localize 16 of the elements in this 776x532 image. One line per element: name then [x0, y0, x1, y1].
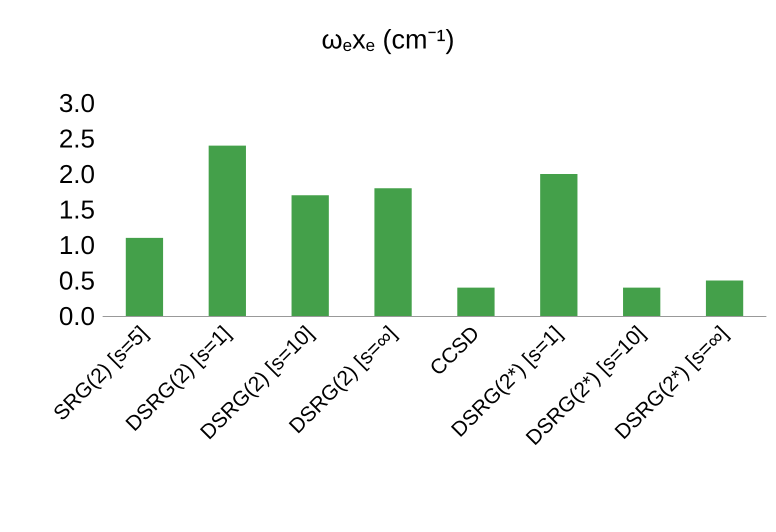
y-tick-label: 0.0 — [58, 301, 95, 331]
bar — [706, 280, 744, 316]
bar — [540, 174, 578, 316]
bar — [208, 146, 246, 316]
bar — [457, 288, 495, 316]
bar — [292, 195, 329, 316]
bar — [374, 188, 412, 316]
y-tick-label: 1.5 — [58, 194, 95, 224]
bar — [623, 288, 660, 316]
y-tick-label: 2.0 — [58, 159, 95, 189]
bar — [126, 238, 164, 316]
chart-title: ωexe (cm⁻¹) — [322, 24, 454, 55]
y-tick-label: 3.0 — [58, 88, 95, 118]
y-tick-label: 0.5 — [58, 266, 95, 296]
y-tick-label: 2.5 — [58, 124, 95, 154]
y-tick-label: 1.0 — [58, 230, 95, 260]
